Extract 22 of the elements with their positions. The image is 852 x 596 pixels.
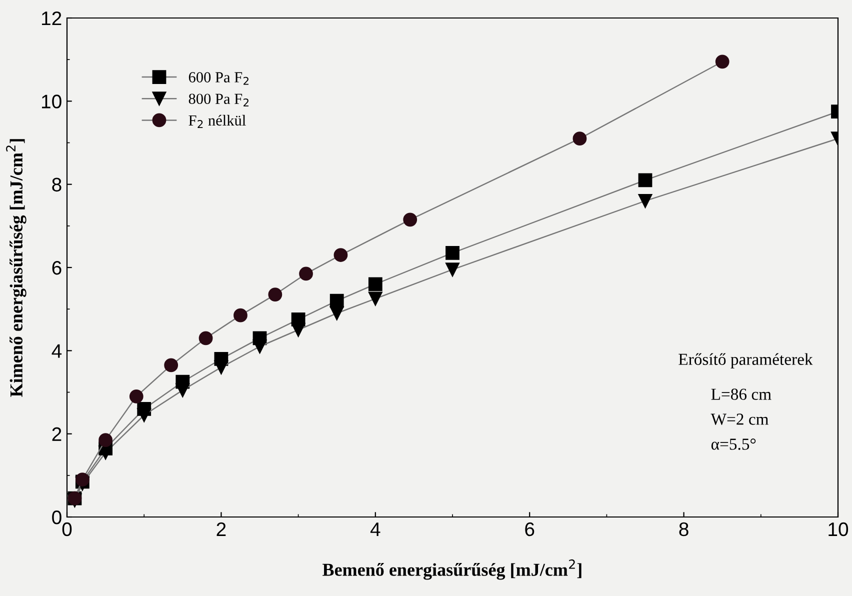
x-tick-label: 6 bbox=[525, 522, 534, 536]
x-axis-title: Bemenő energiasűrűség [mJ/cm$^{2}$] bbox=[322, 559, 582, 580]
x-tick-label: 10 bbox=[828, 522, 848, 536]
x-tick-label: 0 bbox=[62, 522, 72, 536]
y-tick-label: 12 bbox=[42, 11, 62, 26]
legend-label: F$_{2}$ nélkül bbox=[188, 114, 246, 128]
legend-label: 600 Pa F$_{2}$ bbox=[188, 72, 248, 85]
x-tick-label: 2 bbox=[216, 522, 226, 536]
x-tick-label: 8 bbox=[679, 522, 688, 536]
y-tick-label: 4 bbox=[52, 344, 62, 358]
y-tick-label: 10 bbox=[42, 94, 62, 108]
y-axis-title: Kimenő energiasűrűség [mJ/cm$^{2}$] bbox=[6, 139, 26, 397]
x-tick-label: 4 bbox=[370, 522, 380, 536]
legend-label: 800 Pa F$_{2}$ bbox=[188, 94, 248, 106]
y-tick-label: 6 bbox=[52, 260, 62, 275]
y-tick-label: 0 bbox=[52, 510, 62, 524]
y-tick-label: 8 bbox=[52, 178, 62, 192]
annotation: L=86 cm bbox=[711, 388, 772, 400]
y-tick-label: 2 bbox=[52, 427, 62, 441]
annotation: Erősítő paraméterek bbox=[678, 353, 813, 368]
annotation: W=2 cm bbox=[710, 414, 769, 425]
annotation: α=5.5° bbox=[711, 438, 756, 450]
